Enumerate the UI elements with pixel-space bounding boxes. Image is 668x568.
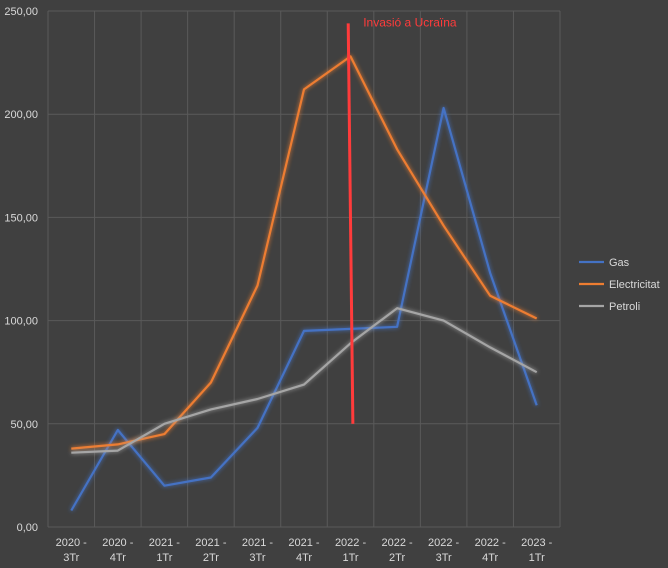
x-tick-label: 2022 -4Tr: [475, 537, 507, 564]
x-tick-label: 2021 -1Tr: [149, 537, 181, 564]
gridlines: [47, 10, 561, 528]
y-tick-label: 0,00: [17, 522, 38, 534]
series-lines: [70, 55, 538, 512]
legend-label-gas: Gas: [609, 257, 630, 269]
annotation-label: Invasió a Ucraïna: [363, 15, 457, 29]
annotation-line: [346, 23, 355, 424]
annotation: Invasió a Ucraïna: [346, 15, 457, 424]
series-line-petroli: [71, 307, 538, 454]
x-tick-label: 2020 -3Tr: [56, 537, 88, 564]
y-tick-label: 200,00: [4, 109, 38, 121]
y-tick-label: 50,00: [10, 419, 38, 431]
x-tick-label: 2020 -4Tr: [102, 537, 134, 564]
legend-label-petroli: Petroli: [609, 301, 640, 313]
x-tick-label: 2022 -1Tr: [335, 537, 367, 564]
y-tick-label: 250,00: [4, 6, 38, 18]
legend: Gas Electricitat Petroli: [579, 257, 660, 313]
y-axis: 0,00 50,00 100,00 150,00 200,00 250,00: [4, 6, 38, 534]
x-tick-label: 2022 -2Tr: [381, 537, 413, 564]
x-axis: 2020 -3Tr 2020 -4Tr 2021 -1Tr 2021 -2Tr 2021…: [56, 537, 553, 564]
y-tick-label: 150,00: [4, 212, 38, 224]
x-tick-label: 2023 -1Tr: [521, 537, 553, 564]
x-tick-label: 2021 -4Tr: [288, 537, 320, 564]
series-line-gas: [70, 106, 538, 512]
legend-label-electricitat: Electricitat: [609, 279, 660, 291]
x-tick-label: 2021 -3Tr: [242, 537, 274, 564]
series-line-electricitat: [71, 55, 538, 450]
x-tick-label: 2022 -3Tr: [428, 537, 460, 564]
x-tick-label: 2021 -2Tr: [195, 537, 227, 564]
y-tick-label: 100,00: [4, 316, 38, 328]
